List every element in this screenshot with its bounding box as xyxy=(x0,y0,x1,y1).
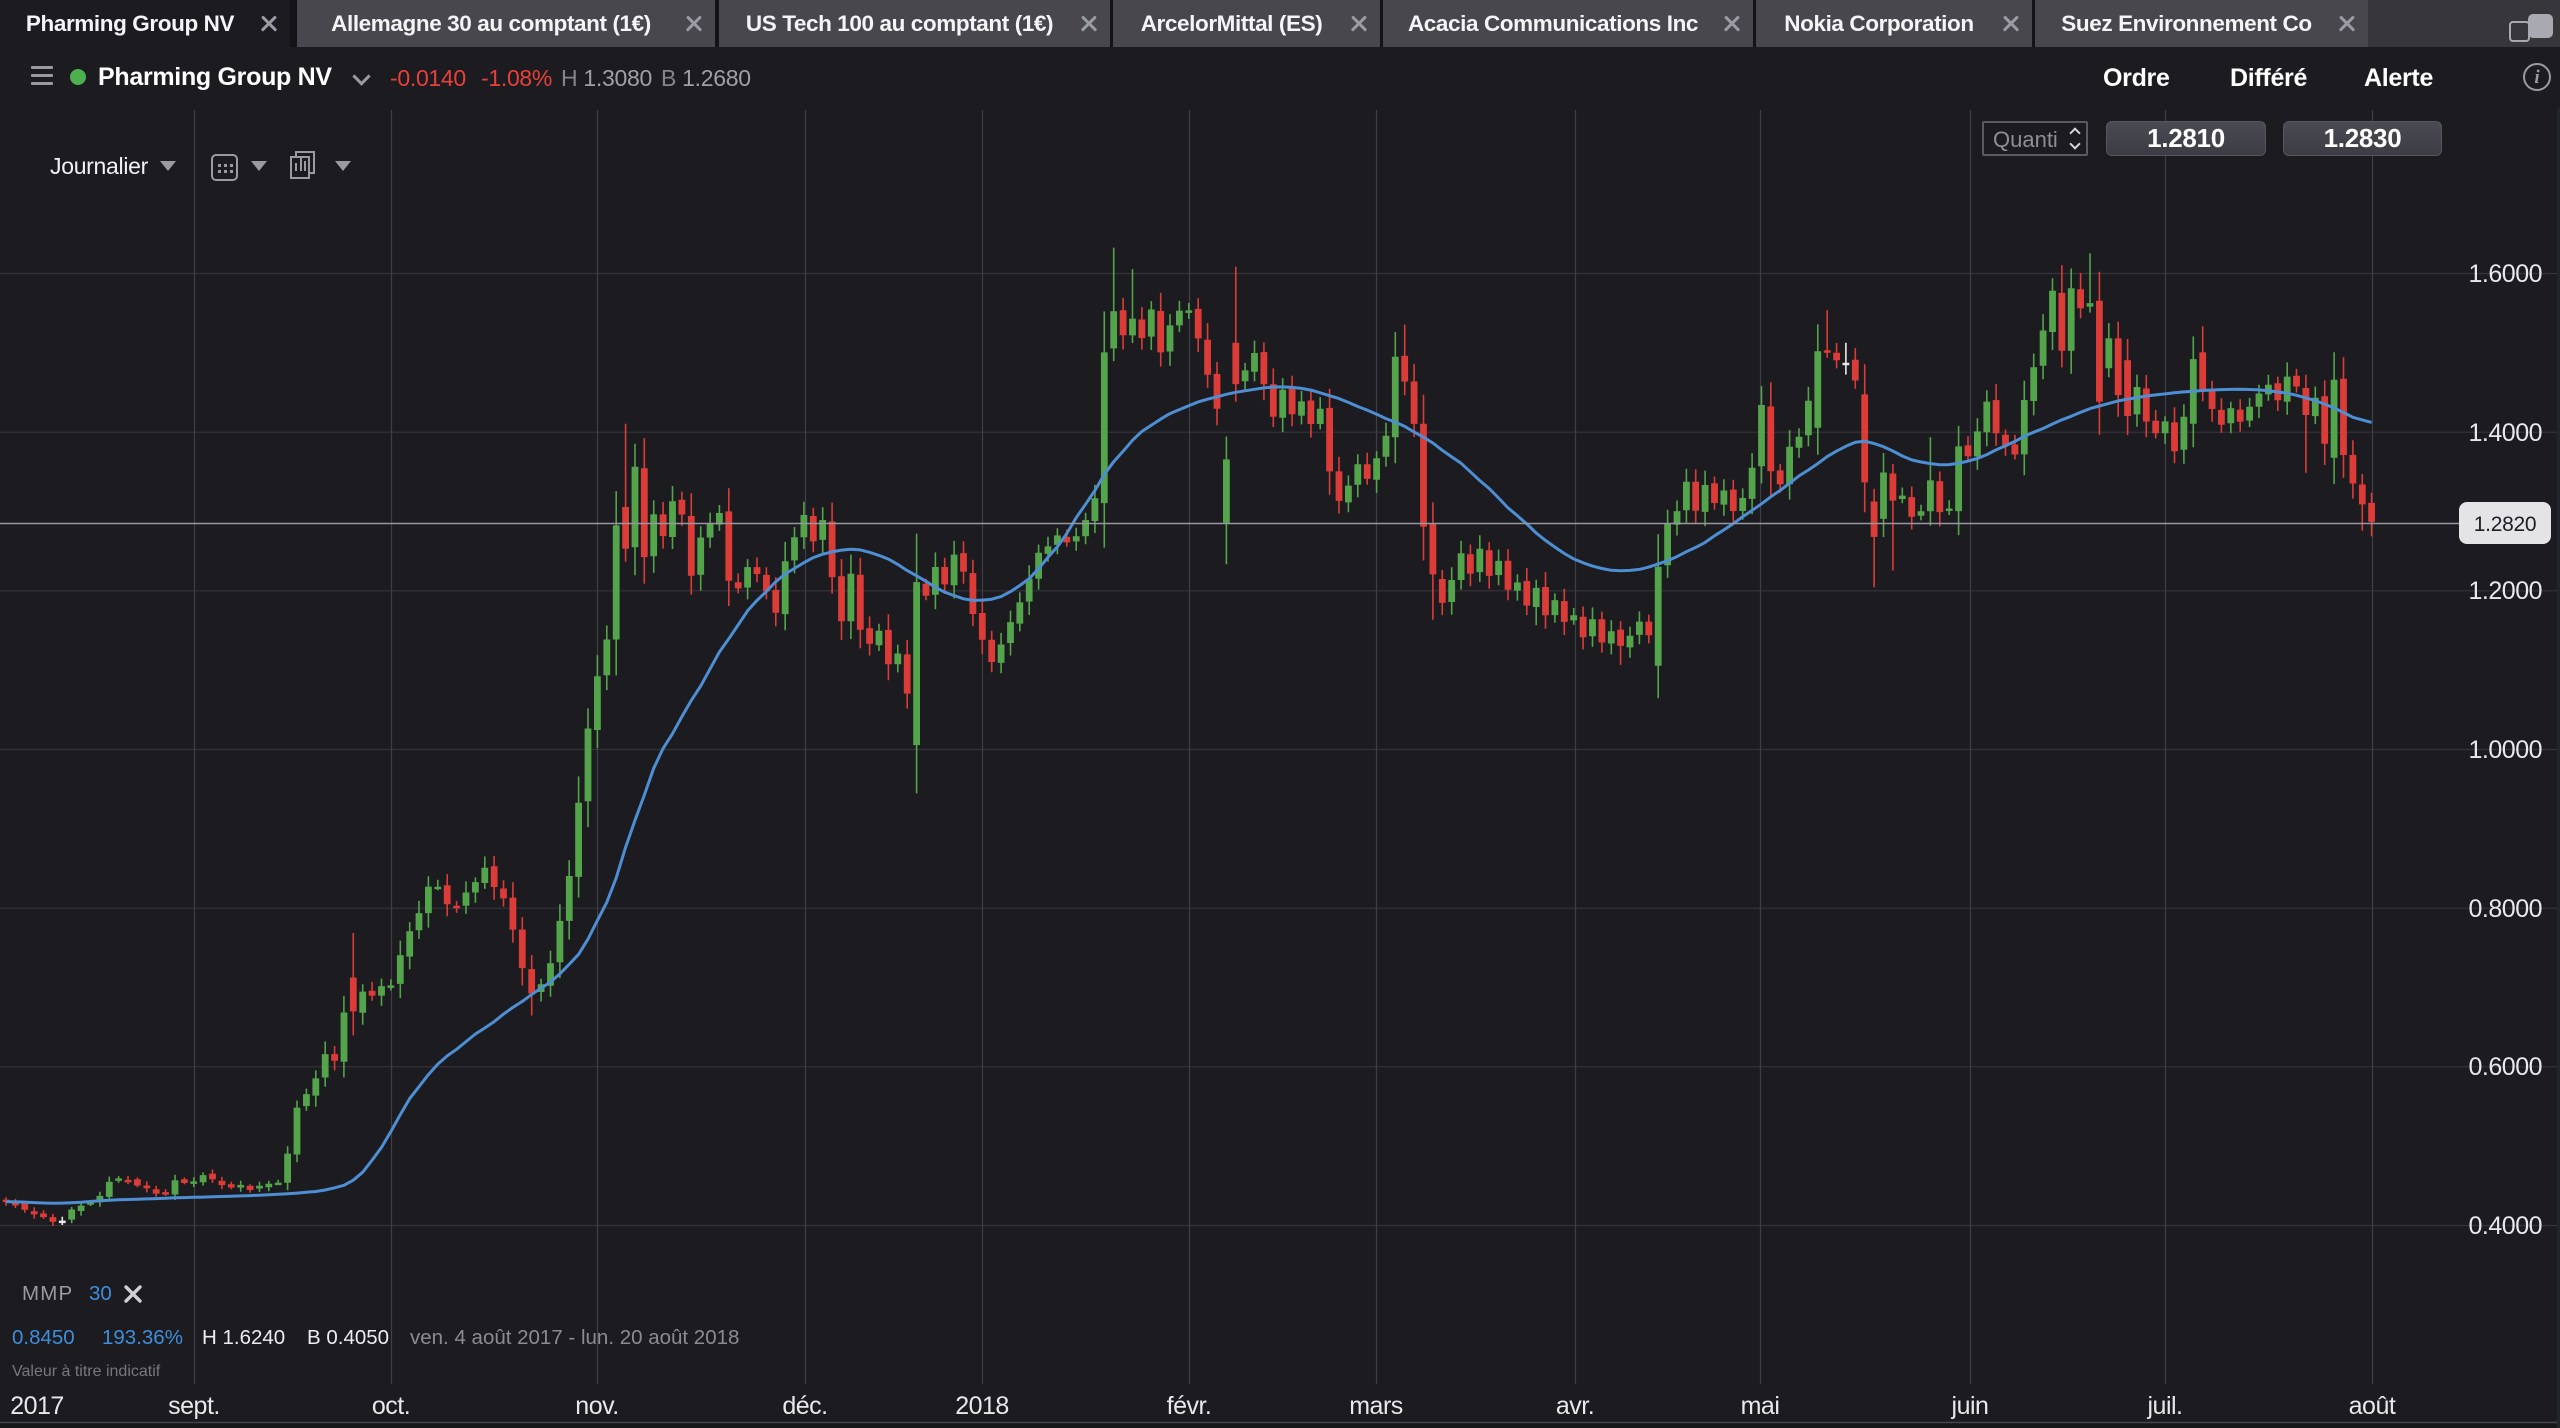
svg-text:mars: mars xyxy=(1349,1392,1403,1420)
svg-text:MMP: MMP xyxy=(22,1282,73,1305)
svg-text:1.0000: 1.0000 xyxy=(2469,736,2542,764)
svg-text:2017: 2017 xyxy=(10,1392,64,1420)
svg-text:mai: mai xyxy=(1741,1392,1780,1420)
svg-text:oct.: oct. xyxy=(372,1392,410,1420)
svg-text:0.8000: 0.8000 xyxy=(2469,895,2542,923)
svg-text:avr.: avr. xyxy=(1556,1392,1594,1420)
svg-text:nov.: nov. xyxy=(575,1392,618,1420)
svg-text:H 1.6240: H 1.6240 xyxy=(202,1326,285,1349)
svg-text:août: août xyxy=(2349,1392,2396,1420)
svg-text:0.8450: 0.8450 xyxy=(12,1326,75,1349)
svg-text:1.2820: 1.2820 xyxy=(2474,513,2536,536)
svg-text:193.36%: 193.36% xyxy=(102,1326,183,1349)
svg-text:1.6000: 1.6000 xyxy=(2469,260,2542,288)
svg-text:Valeur à titre indicatif: Valeur à titre indicatif xyxy=(12,1363,161,1380)
svg-text:ven. 4 août 2017 - lun. 20 aoû: ven. 4 août 2017 - lun. 20 août 2018 xyxy=(410,1326,739,1349)
svg-text:B 0.4050: B 0.4050 xyxy=(307,1326,389,1349)
svg-text:juin: juin xyxy=(1951,1392,1989,1420)
svg-text:févr.: févr. xyxy=(1167,1392,1212,1420)
svg-text:30: 30 xyxy=(89,1282,112,1305)
svg-text:2018: 2018 xyxy=(955,1392,1009,1420)
svg-text:sept.: sept. xyxy=(168,1392,220,1420)
svg-text:1.4000: 1.4000 xyxy=(2469,419,2542,447)
svg-text:juil.: juil. xyxy=(2146,1392,2182,1420)
svg-text:1.2000: 1.2000 xyxy=(2469,577,2542,605)
svg-text:0.6000: 0.6000 xyxy=(2469,1053,2542,1081)
svg-text:0.4000: 0.4000 xyxy=(2469,1212,2542,1240)
svg-text:déc.: déc. xyxy=(782,1392,827,1420)
